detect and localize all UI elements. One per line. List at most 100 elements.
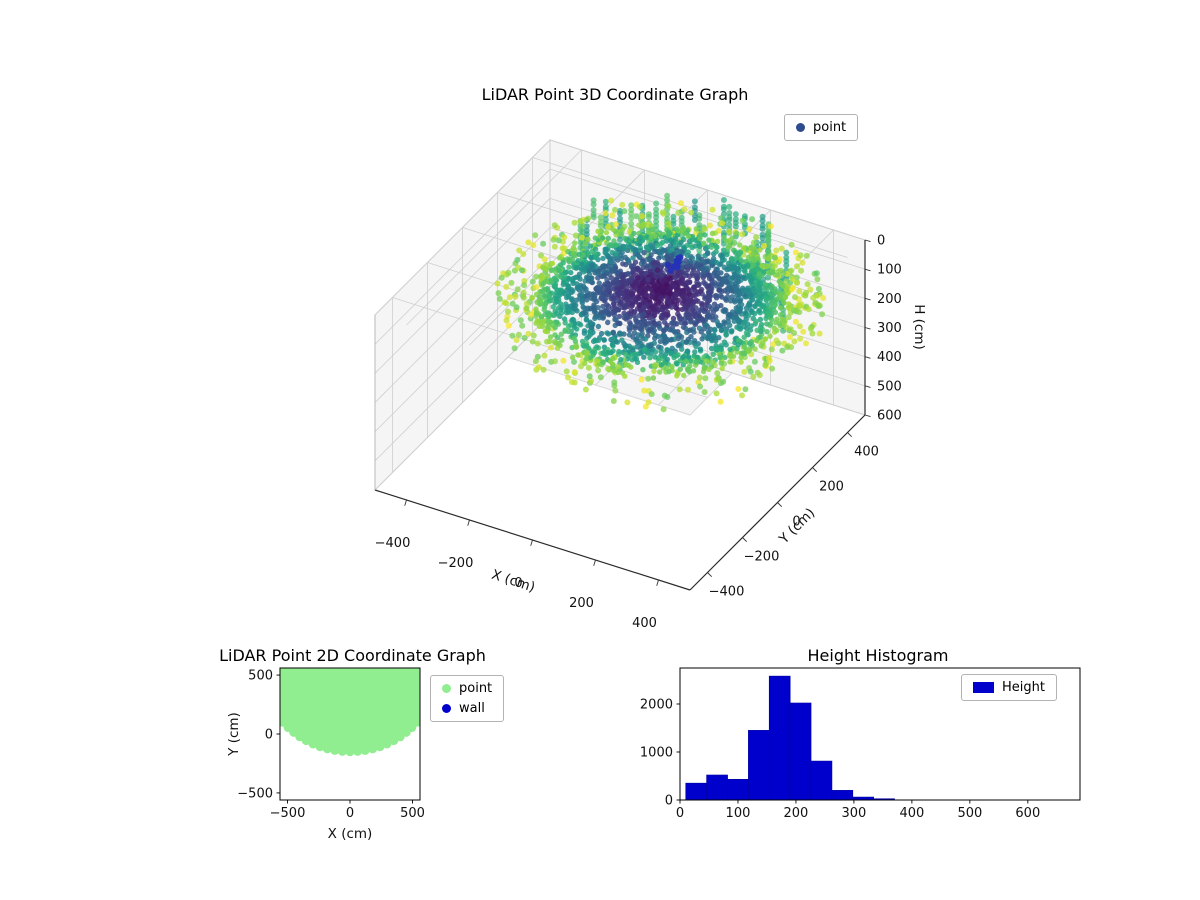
scatter-point <box>571 369 578 375</box>
tick-label: 0 <box>676 806 684 821</box>
scatter-point <box>650 260 656 266</box>
grid-line <box>549 168 866 270</box>
scatter-point <box>796 309 803 316</box>
scatter-point <box>641 304 647 310</box>
scatter-point <box>725 260 732 266</box>
scatter-point <box>552 281 559 288</box>
scatter-point <box>747 368 754 375</box>
scatter-point <box>706 303 713 310</box>
scatter-point <box>796 323 803 330</box>
scatter-point <box>603 229 610 236</box>
scatter-point <box>699 266 705 272</box>
scatter-point <box>680 324 687 330</box>
scatter-point <box>694 260 700 267</box>
scatter-point <box>547 277 554 283</box>
scatter-point <box>709 230 716 237</box>
scatter-point <box>661 277 668 283</box>
scatter-point <box>650 277 656 283</box>
scatter-point <box>681 244 687 250</box>
scatter-point <box>645 320 652 327</box>
scatter-point <box>610 336 616 342</box>
scatter-point <box>763 296 770 302</box>
scatter-point <box>768 290 774 297</box>
scatter-point <box>632 325 639 331</box>
scatter-point <box>679 316 685 322</box>
scatter-point <box>738 258 745 264</box>
scatter-point <box>595 228 601 234</box>
scatter-point <box>611 368 617 374</box>
scatter-point <box>571 302 577 308</box>
scatter-point <box>636 267 642 274</box>
scatter-point <box>663 294 670 301</box>
scatter-point <box>592 254 599 260</box>
grid-line <box>864 356 871 359</box>
scatter-point <box>758 343 764 349</box>
scatter-point <box>669 363 675 370</box>
scatter-point <box>579 222 586 229</box>
scatter-point <box>585 364 592 371</box>
scatter-point <box>505 308 511 315</box>
scatter-point <box>315 742 325 752</box>
scatter-point <box>535 364 542 371</box>
scatter-point <box>757 280 764 287</box>
scatter-point <box>619 226 626 233</box>
scatter-point <box>750 251 757 257</box>
scatter-point <box>584 293 590 299</box>
scatter-point <box>568 322 574 328</box>
scatter-point <box>637 234 644 240</box>
scatter-point <box>572 306 578 312</box>
scatter-point <box>636 296 642 302</box>
scatter-point <box>718 327 725 334</box>
scatter-point <box>683 320 689 326</box>
scatter-point <box>667 327 673 333</box>
scatter-point <box>695 298 701 304</box>
scatter-point <box>538 313 545 320</box>
scatter-point <box>643 292 650 298</box>
scatter-point <box>632 296 638 303</box>
scatter-point <box>723 332 729 338</box>
scatter-point <box>691 338 698 344</box>
scatter-point <box>735 337 742 344</box>
scatter-point <box>784 344 791 351</box>
scatter-point <box>737 242 743 248</box>
grid-line <box>864 268 871 272</box>
scatter-point <box>719 365 725 372</box>
scatter-point <box>673 291 680 297</box>
scatter-point <box>628 202 635 209</box>
scatter-point <box>619 337 625 343</box>
scatter-point <box>717 354 723 361</box>
scatter-point <box>629 357 635 363</box>
x-axis-label: X (cm) <box>328 826 373 842</box>
scatter-point <box>624 298 631 304</box>
scatter-point <box>322 744 332 754</box>
scatter-point <box>724 251 730 258</box>
scatter-point <box>657 369 663 375</box>
scatter-point <box>780 283 786 289</box>
scatter-point <box>571 335 577 341</box>
scatter-point <box>605 350 611 356</box>
scatter-point <box>620 284 626 290</box>
scatter-point <box>597 266 603 272</box>
scatter-point <box>368 744 378 754</box>
scatter-point <box>609 341 616 348</box>
scatter-point <box>640 280 646 286</box>
scatter-point <box>630 347 636 353</box>
point-cloud <box>494 192 827 413</box>
scatter-point <box>653 206 660 213</box>
scatter-point <box>736 291 743 298</box>
scatter-point <box>721 264 727 271</box>
scatter-point <box>724 294 731 300</box>
scatter-point <box>600 359 606 365</box>
scatter-point <box>692 321 699 328</box>
scatter-point <box>520 294 527 301</box>
scatter-point <box>622 235 628 242</box>
scatter-point <box>658 362 664 368</box>
wall-marker-icon <box>442 704 451 713</box>
scatter-point <box>738 359 744 365</box>
scatter-point <box>540 265 546 271</box>
scatter-point <box>697 383 704 390</box>
scatter-point <box>666 299 672 305</box>
scatter-point <box>741 334 747 340</box>
scatter-point <box>765 242 772 249</box>
scatter-point <box>571 219 578 226</box>
